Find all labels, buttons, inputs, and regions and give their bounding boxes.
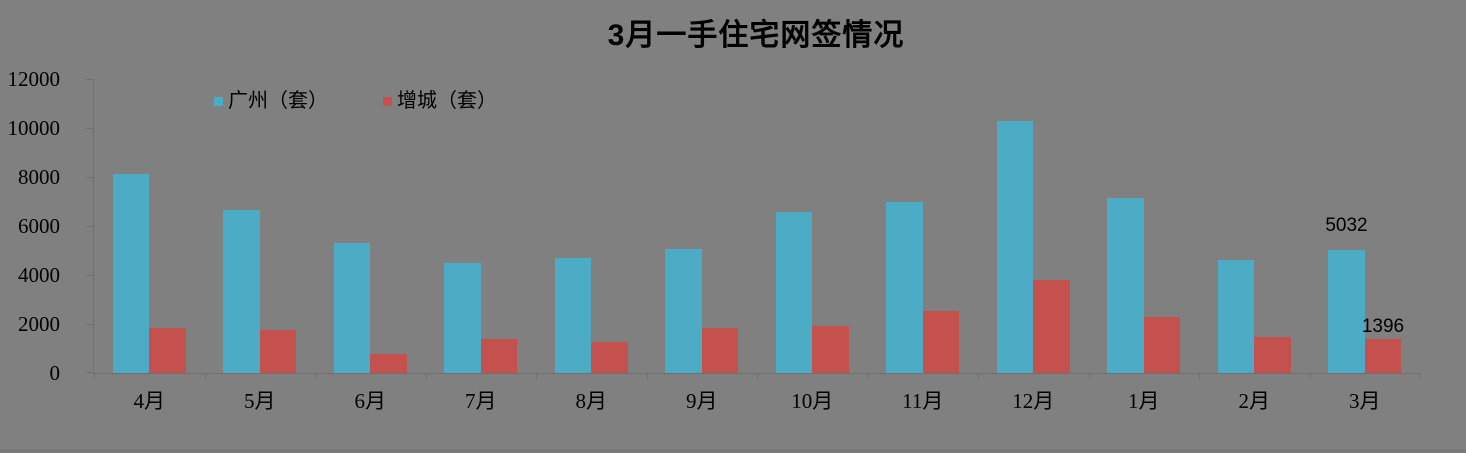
legend-item-zengcheng: 增城（套） (383, 90, 497, 112)
bar-zengcheng (1143, 316, 1181, 373)
legend: 广州（套） 增城（套） (214, 90, 497, 112)
bar-zengcheng (591, 341, 628, 373)
bottom-edge-strip (0, 449, 1466, 453)
bar-group: 8月 (536, 79, 647, 413)
bar-group: 7月 (426, 79, 537, 413)
legend-swatch-guangzhou-icon (214, 97, 223, 106)
y-axis-label: 2000 (18, 312, 60, 336)
y-tick (86, 79, 94, 80)
bar-zengcheng (1254, 336, 1291, 373)
bar-zengcheng (922, 311, 960, 373)
y-axis-label: 8000 (18, 165, 60, 189)
bar-zengcheng (259, 329, 297, 373)
bar-zengcheng (812, 325, 849, 373)
bar-guangzhou (1328, 249, 1365, 373)
x-tick (1199, 374, 1200, 379)
bar-guangzhou (444, 263, 481, 373)
y-axis-labels: 0 2000 4000 6000 8000 10000 12000 (0, 67, 86, 385)
bar-zengcheng (701, 328, 739, 373)
bar-group: 1月 (1089, 79, 1200, 413)
x-tick (204, 374, 206, 379)
x-tick (867, 374, 869, 379)
bar-guangzhou (1217, 260, 1255, 373)
x-axis-label: 8月 (575, 389, 608, 413)
bar-group: 2月 (1199, 79, 1310, 413)
bar-group: 12月 (978, 79, 1089, 413)
bar-guangzhou (1107, 197, 1144, 373)
bar-guangzhou (775, 211, 813, 373)
x-axis-label: 11月 (902, 389, 944, 413)
x-axis-label: 3月 (1349, 389, 1381, 413)
x-axis-label: 6月 (354, 389, 387, 413)
y-axis-label: 6000 (18, 214, 60, 238)
bar-zengcheng (1033, 280, 1070, 373)
y-tick (86, 372, 94, 373)
x-axis-label: 12月 (1012, 389, 1055, 413)
bar-guangzhou (665, 249, 702, 373)
x-tick (978, 374, 979, 379)
y-tick (86, 324, 94, 325)
chart-title: 3月一手住宅网签情况 (607, 19, 905, 52)
x-tick (315, 374, 316, 379)
x-axis-label: 7月 (465, 389, 497, 413)
x-tick (1419, 374, 1420, 379)
legend-label-guangzhou: 广州（套） (228, 90, 328, 112)
legend-item-guangzhou: 广州（套） (214, 90, 328, 112)
bar-group: 11月 (868, 79, 979, 413)
bar-group: 9月 (647, 79, 758, 413)
bar-guangzhou (223, 210, 260, 373)
x-axis-label: 4月 (133, 389, 166, 413)
bar-guangzhou (996, 120, 1034, 373)
bar-group: 6月 (315, 79, 426, 413)
x-axis-label: 1月 (1128, 389, 1160, 413)
y-axis-label: 0 (49, 361, 61, 385)
plot-area: 4月 5月 6月 7月 8月 9月 10月 11月 12月 1月 2月 3月 5032 1396 (86, 79, 1421, 413)
y-tick (86, 275, 94, 276)
y-axis-label: 12000 (7, 67, 61, 91)
x-tick (425, 374, 427, 379)
x-tick (757, 374, 758, 379)
bar-zengcheng (370, 353, 407, 373)
y-tick (86, 226, 94, 227)
x-tick (1088, 374, 1090, 379)
bar-guangzhou (554, 258, 592, 373)
y-axis-label: 4000 (18, 263, 60, 287)
bar-guangzhou (112, 174, 150, 373)
bar-guangzhou (886, 202, 923, 373)
x-axis-label: 10月 (791, 389, 834, 413)
x-tick (536, 374, 537, 379)
bar-group: 10月 (757, 79, 868, 413)
x-tick (646, 374, 648, 379)
x-axis-label: 5月 (244, 389, 276, 413)
y-axis-label: 10000 (7, 116, 61, 140)
x-tick (1309, 374, 1311, 379)
bar-group: 4月 (94, 79, 205, 413)
x-tick (94, 374, 95, 379)
bar-zengcheng (149, 327, 186, 373)
x-axis-label: 2月 (1238, 389, 1271, 413)
bar-zengcheng (480, 339, 518, 373)
y-tick (86, 128, 94, 129)
bar-value-label: 5032 (1325, 214, 1368, 236)
bar-zengcheng (1364, 338, 1402, 373)
legend-swatch-zengcheng-icon (383, 97, 392, 106)
x-axis-label: 9月 (686, 389, 718, 413)
y-tick (86, 177, 94, 178)
bar-guangzhou (333, 242, 371, 373)
bar-group: 5月 (205, 79, 316, 413)
bar-value-label: 1396 (1361, 315, 1405, 337)
bar-group: 3月 5032 1396 (1310, 79, 1421, 413)
legend-label-zengcheng: 增城（套） (397, 90, 497, 112)
